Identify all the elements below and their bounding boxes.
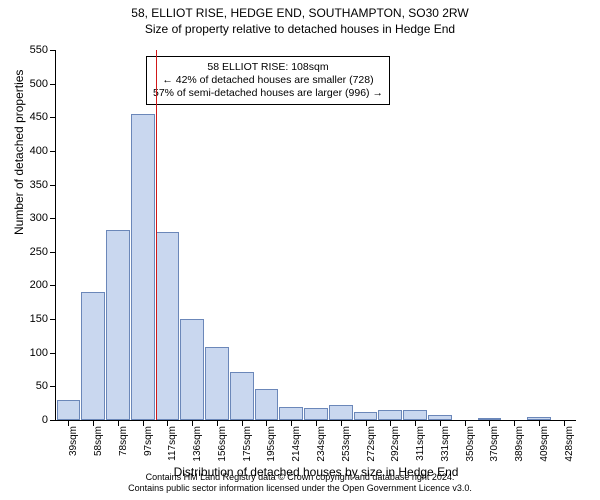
x-tick-label: 195sqm	[266, 426, 277, 462]
x-tick-label: 39sqm	[68, 426, 79, 456]
histogram-bar	[180, 319, 204, 420]
histogram-bar	[378, 410, 402, 420]
y-tick-label: 50	[36, 380, 48, 392]
y-tick	[50, 218, 56, 219]
y-tick	[50, 185, 56, 186]
marker-line	[156, 50, 157, 420]
x-tick-label: 117sqm	[167, 426, 178, 461]
y-tick-label: 400	[30, 145, 48, 157]
y-tick-label: 100	[30, 347, 48, 359]
y-tick	[50, 50, 56, 51]
y-tick	[50, 353, 56, 354]
annotation-line: ← 42% of detached houses are smaller (72…	[153, 74, 383, 87]
y-tick-label: 500	[30, 78, 48, 90]
y-tick	[50, 252, 56, 253]
footer: Contains HM Land Registry data © Crown c…	[0, 472, 600, 494]
y-tick	[50, 386, 56, 387]
footer-line: Contains public sector information licen…	[0, 483, 600, 494]
histogram-bar	[205, 347, 229, 420]
histogram-bar	[81, 292, 105, 420]
x-tick-label: 350sqm	[465, 426, 476, 462]
x-tick-label: 234sqm	[316, 426, 327, 462]
histogram-bar	[354, 412, 378, 420]
y-axis-title: Number of detached properties	[12, 70, 26, 235]
annotation-line: 58 ELLIOT RISE: 108sqm	[153, 61, 383, 74]
histogram-plot: 58 ELLIOT RISE: 108sqm ← 42% of detached…	[55, 50, 576, 421]
histogram-bar	[230, 372, 254, 420]
y-tick-label: 550	[30, 44, 48, 56]
y-tick-label: 250	[30, 246, 48, 258]
y-tick-label: 200	[30, 279, 48, 291]
x-tick-label: 428sqm	[564, 426, 575, 462]
page-title: 58, ELLIOT RISE, HEDGE END, SOUTHAMPTON,…	[0, 6, 600, 20]
x-tick-label: 331sqm	[440, 426, 451, 462]
annotation-box: 58 ELLIOT RISE: 108sqm ← 42% of detached…	[146, 56, 390, 105]
annotation-line: 57% of semi-detached houses are larger (…	[153, 87, 383, 100]
x-tick-label: 292sqm	[390, 426, 401, 462]
y-tick-label: 350	[30, 179, 48, 191]
histogram-bar	[304, 408, 328, 420]
y-tick	[50, 319, 56, 320]
x-tick-label: 97sqm	[143, 426, 154, 456]
x-tick-label: 58sqm	[93, 426, 104, 456]
histogram-bar	[255, 389, 279, 420]
histogram-bar	[106, 230, 130, 420]
y-tick	[50, 285, 56, 286]
histogram-bar	[131, 114, 155, 420]
histogram-bar	[156, 232, 180, 420]
x-tick-label: 175sqm	[242, 426, 253, 462]
histogram-bar	[329, 405, 353, 420]
y-tick	[50, 151, 56, 152]
y-tick-label: 450	[30, 111, 48, 123]
histogram-bar	[57, 400, 81, 420]
y-tick-label: 150	[30, 313, 48, 325]
histogram-bar	[403, 410, 427, 420]
y-tick	[50, 117, 56, 118]
x-tick-label: 311sqm	[415, 426, 426, 461]
footer-line: Contains HM Land Registry data © Crown c…	[0, 472, 600, 483]
y-tick	[50, 420, 56, 421]
x-tick-label: 214sqm	[291, 426, 302, 462]
x-tick-label: 156sqm	[217, 426, 228, 462]
y-tick	[50, 84, 56, 85]
x-tick-label: 389sqm	[514, 426, 525, 462]
x-tick-label: 370sqm	[489, 426, 500, 462]
x-tick-label: 272sqm	[366, 426, 377, 462]
x-tick-label: 409sqm	[539, 426, 550, 462]
y-tick-label: 300	[30, 212, 48, 224]
histogram-bars	[56, 50, 576, 420]
x-tick-label: 253sqm	[341, 426, 352, 462]
histogram-bar	[279, 407, 303, 420]
page-subtitle: Size of property relative to detached ho…	[0, 22, 600, 36]
x-tick-label: 136sqm	[192, 426, 203, 462]
y-tick-label: 0	[42, 414, 48, 426]
x-tick-label: 78sqm	[118, 426, 129, 456]
